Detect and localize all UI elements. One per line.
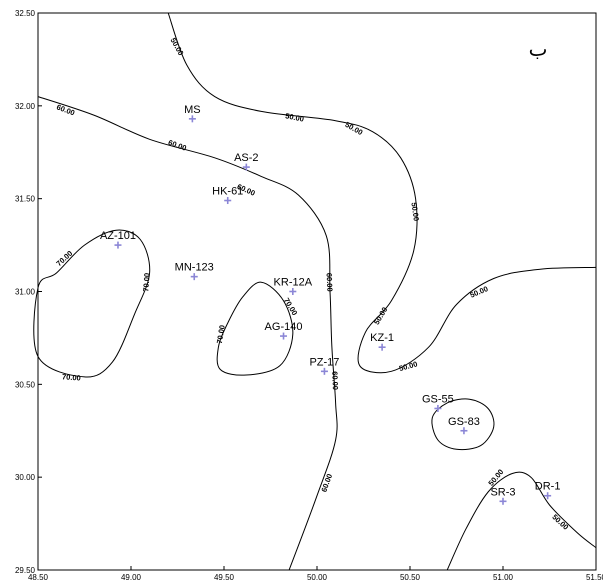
y-tick-label: 30.50: [15, 380, 36, 389]
well-hk-61: HK-61: [212, 186, 243, 205]
contour-labels: 60.0060.0060.0060.0060.0060.0050.0050.00…: [54, 36, 570, 531]
x-tick-label: 51.00: [493, 573, 514, 582]
contour-label: 70.00: [141, 273, 151, 292]
contour-label: 60.00: [319, 473, 334, 494]
contour-label: 50.00: [398, 359, 418, 373]
well-label: GS-83: [448, 416, 480, 428]
well-label: AZ-101: [100, 230, 136, 242]
y-tick-label: 31.50: [15, 195, 36, 204]
well-ms: MS: [184, 104, 201, 123]
well-sr-3: SR-3: [490, 486, 515, 505]
y-tick-label: 30.00: [15, 473, 36, 482]
well-gs-83: GS-83: [448, 416, 480, 435]
well-mn-123: MN-123: [175, 262, 214, 281]
y-tick-label: 32.50: [15, 9, 36, 18]
contour-label: 50.00: [409, 202, 421, 222]
contour-label: 70.00: [215, 324, 227, 344]
contour-label: 70.00: [282, 296, 299, 317]
contour-label: 60.00: [167, 138, 188, 153]
x-tick-label: 50.50: [400, 573, 421, 582]
contour-label: 50.00: [486, 467, 505, 487]
contour-label: 70.00: [62, 372, 81, 382]
well-label: AG-140: [265, 321, 303, 333]
x-tick-label: 49.50: [214, 573, 235, 582]
contour-label: 60.00: [55, 102, 76, 117]
y-tick-label: 29.50: [15, 566, 36, 575]
x-tick-label: 49.00: [121, 573, 142, 582]
contour-label: 50.00: [284, 111, 304, 124]
well-label: KZ-1: [370, 332, 394, 344]
well-as-2: AS-2: [234, 152, 258, 171]
x-tick-label: 50.00: [307, 573, 328, 582]
contour-label: 60.00: [325, 273, 335, 292]
well-label: SR-3: [490, 486, 515, 498]
contour-label: 50.00: [469, 284, 490, 300]
contour-label: 50.00: [344, 120, 365, 137]
contour-line-60-00: [38, 97, 337, 570]
well-dr-1: DR-1: [535, 481, 561, 500]
y-tick-label: 31.00: [15, 288, 36, 297]
well-label: HK-61: [212, 186, 243, 198]
well-label: AS-2: [234, 152, 258, 164]
contour-label: 50.00: [550, 512, 570, 531]
well-label: PZ-17: [309, 356, 339, 368]
contour-line-70-00: [34, 230, 150, 377]
well-ag-140: AG-140: [265, 321, 303, 340]
well-az-101: AZ-101: [100, 230, 136, 249]
well-label: GS-55: [422, 393, 454, 405]
well-label: DR-1: [535, 481, 561, 493]
well-label: MN-123: [175, 262, 214, 274]
contour-label: 50.00: [372, 305, 389, 326]
contour-label: 50.00: [169, 36, 186, 57]
well-kr-12a: KR-12A: [274, 277, 313, 296]
well-label: MS: [184, 104, 201, 116]
well-label: KR-12A: [274, 277, 313, 289]
well-gs-55: GS-55: [422, 393, 454, 412]
well-kz-1: KZ-1: [370, 332, 394, 351]
contour-label: 60.00: [330, 371, 340, 390]
contour-line-50-00: [447, 472, 596, 570]
x-tick-label: 51.50: [586, 573, 603, 582]
y-tick-label: 32.00: [15, 102, 36, 111]
panel-letter: ب: [529, 37, 548, 61]
